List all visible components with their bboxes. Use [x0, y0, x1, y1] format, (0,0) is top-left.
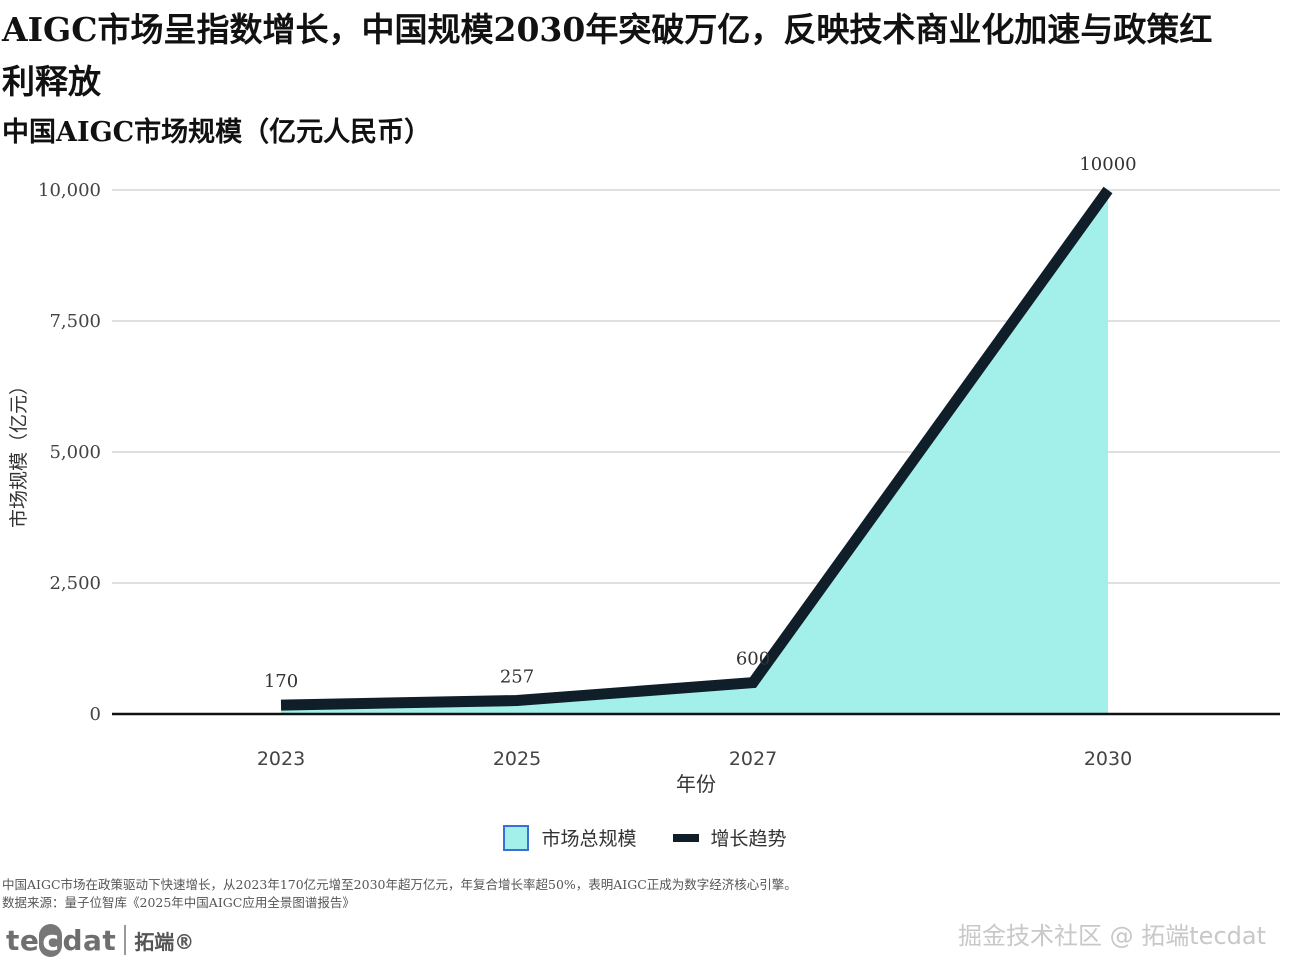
- y-tick-label: 0: [90, 704, 101, 725]
- chart-title: 中国AIGC市场规模（亿元人民币）: [2, 117, 432, 148]
- legend-line-label: 增长趋势: [710, 828, 787, 850]
- logo-wordmark: te c dat: [6, 923, 117, 957]
- headline: AIGC市场呈指数增长，中国规模2030年突破万亿，反映技术商业化加速与政策红利…: [2, 10, 1213, 101]
- y-axis-label: 市场规模（亿元）: [8, 376, 30, 528]
- data-label: 600: [736, 649, 770, 670]
- area-fill: [281, 190, 1108, 714]
- axes: 0 2,500 5,000 7,500 10,000 2023 2025 2027 2030 年份…: [8, 180, 1280, 796]
- data-label: 257: [500, 667, 534, 688]
- footer-source: 数据来源：量子位智库《2025年中国AIGC应用全景图谱报告》: [2, 895, 355, 910]
- footer-note: 中国AIGC市场在政策驱动下快速增长，从2023年170亿元增至2030年超万亿…: [2, 877, 797, 892]
- legend-area-swatch: [503, 824, 530, 851]
- tecdat-logo: te c dat 拓端®: [6, 918, 194, 962]
- legend: 市场总规模 增长趋势: [0, 824, 1290, 851]
- line-series: [280, 186, 1113, 711]
- legend-area-label: 市场总规模: [541, 828, 637, 850]
- y-tick-label: 10,000: [38, 180, 101, 201]
- x-tick-label: 2030: [1084, 748, 1132, 770]
- x-tick-label: 2023: [257, 748, 305, 770]
- footer: 中国AIGC市场在政策驱动下快速增长，从2023年170亿元增至2030年超万亿…: [2, 876, 797, 912]
- legend-line-swatch: [672, 833, 699, 842]
- area-series: [281, 190, 1108, 714]
- x-tick-label: 2025: [493, 748, 541, 770]
- legend-item-area[interactable]: 市场总规模: [503, 824, 637, 851]
- logo-prefix: te: [6, 923, 40, 957]
- logo-divider: [124, 925, 127, 955]
- data-label: 10000: [1079, 154, 1136, 175]
- logo-cn: 拓端®: [134, 929, 195, 954]
- y-tick-label: 5,000: [49, 442, 101, 463]
- logo-highlight: c: [39, 923, 63, 957]
- watermark: 掘金技术社区 @ 拓端tecdat: [958, 922, 1266, 950]
- legend-item-line[interactable]: 增长趋势: [672, 824, 787, 851]
- x-axis-label: 年份: [676, 772, 716, 796]
- data-label: 170: [264, 671, 298, 692]
- x-tick-label: 2027: [729, 748, 777, 770]
- data-labels: 170 257 600 10000: [264, 154, 1137, 692]
- logo-suffix: dat: [62, 923, 117, 957]
- trend-line: [280, 186, 1113, 711]
- y-tick-label: 2,500: [49, 573, 101, 594]
- y-tick-label: 7,500: [49, 311, 101, 332]
